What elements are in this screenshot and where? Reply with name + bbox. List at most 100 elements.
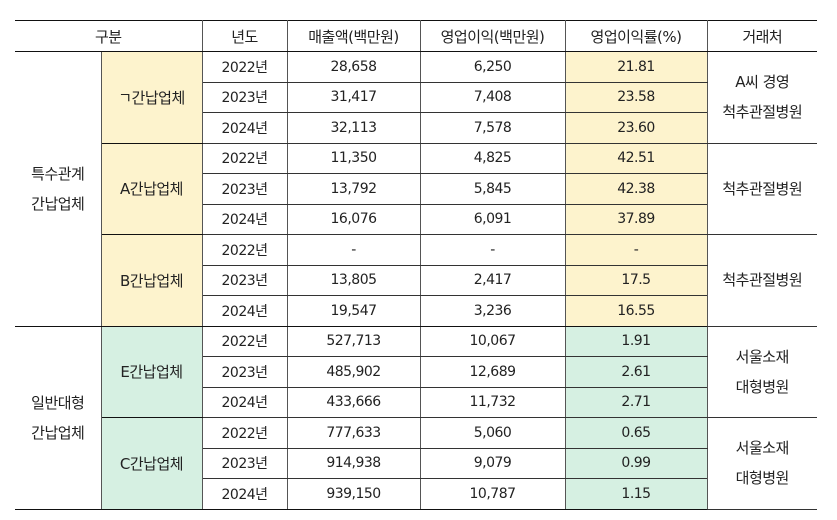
sales-cell: 485,902 xyxy=(286,356,421,388)
year-cell: 2024년 xyxy=(201,386,288,418)
sales-cell: 28,658 xyxy=(286,51,421,83)
table-row: 2024년 939,150 10,787 1.15 xyxy=(15,478,817,510)
sales-cell: 16,076 xyxy=(286,203,421,235)
header-category: 구분 xyxy=(15,20,203,52)
profit-cell: 5,060 xyxy=(419,417,566,449)
client-line: 척추관절병원 xyxy=(722,103,803,122)
margin-cell: 0.65 xyxy=(564,417,708,449)
profit-cell: 5,845 xyxy=(419,173,566,205)
table-row: 특수관계 간납업체 ㄱ간납업체 2022년 28,658 6,250 21.81 A씨 경영 척… xyxy=(15,51,818,327)
year-cell: 2022년 xyxy=(201,51,288,83)
client-line: 서울소재 xyxy=(735,347,790,366)
client-line: 대형병원 xyxy=(735,469,790,488)
sales-cell: 31,417 xyxy=(286,81,421,113)
group-label-line: 간납업체 xyxy=(31,423,85,442)
company-name: B간납업체 xyxy=(100,234,203,327)
margin-cell: 21.81 xyxy=(564,51,708,83)
header-row: 구분 년도 매출액(백만원) 영업이익(백만원) 영업이익률(%) 거래처 xyxy=(15,20,818,52)
table-row: 2023년 485,902 12,689 2.61 xyxy=(15,356,817,388)
header-margin: 영업이익률(%) xyxy=(564,20,708,52)
profit-cell: 12,689 xyxy=(419,356,566,388)
margin-cell: 42.51 xyxy=(564,142,708,174)
profit-cell: 7,578 xyxy=(419,112,566,144)
table-row: A간납업체 2022년 11,350 4,825 42.51 척추관절병원 xyxy=(15,142,818,235)
profit-cell: 10,067 xyxy=(419,325,566,357)
profit-cell: 9,079 xyxy=(419,447,566,479)
client-line: 척추관절병원 xyxy=(722,271,803,290)
profit-cell: 2,417 xyxy=(419,264,566,296)
margin-cell: 2.71 xyxy=(564,386,708,418)
margin-cell: 2.61 xyxy=(564,356,708,388)
margin-cell: 37.89 xyxy=(564,203,708,235)
year-cell: 2023년 xyxy=(201,447,288,479)
table-row: 2023년 13,792 5,845 42.38 xyxy=(15,173,817,205)
client-cell: 척추관절병원 xyxy=(706,142,818,235)
profit-cell: 10,787 xyxy=(419,478,566,510)
sales-cell: - xyxy=(286,234,421,266)
profit-cell: - xyxy=(419,234,566,266)
table-row: B간납업체 2022년 - - - 척추관절병원 xyxy=(15,234,818,327)
year-cell: 2023년 xyxy=(201,356,288,388)
table-row: 2023년 31,417 7,408 23.58 xyxy=(15,81,817,113)
group-label-line: 일반대형 xyxy=(31,393,85,412)
table-row: 2023년 13,805 2,417 17.5 xyxy=(15,264,817,296)
margin-cell: 17.5 xyxy=(564,264,708,296)
margin-cell: 42.38 xyxy=(564,173,708,205)
client-line: A씨 경영 xyxy=(735,73,790,92)
profit-cell: 6,091 xyxy=(419,203,566,235)
sales-cell: 914,938 xyxy=(286,447,421,479)
year-cell: 2024년 xyxy=(201,203,288,235)
year-cell: 2023년 xyxy=(201,173,288,205)
client-cell: 척추관절병원 xyxy=(706,234,818,327)
year-cell: 2024년 xyxy=(201,478,288,510)
margin-cell: 0.99 xyxy=(564,447,708,479)
year-cell: 2023년 xyxy=(201,264,288,296)
table-row: 일반대형 간납업체 E간납업체 2022년 527,713 10,067 1.91 서울소재 대… xyxy=(15,325,818,510)
group-label-line: 간납업체 xyxy=(31,194,85,213)
profit-cell: 7,408 xyxy=(419,81,566,113)
company-name: E간납업체 xyxy=(100,325,203,418)
year-cell: 2022년 xyxy=(201,142,288,174)
margin-cell: 23.58 xyxy=(564,81,708,113)
header-client: 거래처 xyxy=(706,20,818,52)
sales-cell: 939,150 xyxy=(286,478,421,510)
margin-cell: 16.55 xyxy=(564,295,708,327)
margin-cell: 1.15 xyxy=(564,478,708,510)
margin-cell: - xyxy=(564,234,708,266)
sales-cell: 13,805 xyxy=(286,264,421,296)
sales-cell: 13,792 xyxy=(286,173,421,205)
year-cell: 2022년 xyxy=(201,325,288,357)
sales-cell: 433,666 xyxy=(286,386,421,418)
table-row: 2024년 16,076 6,091 37.89 xyxy=(15,203,817,235)
group-label-line: 특수관계 xyxy=(31,164,85,183)
company-name: A간납업체 xyxy=(100,142,203,235)
table-row: 2024년 433,666 11,732 2.71 xyxy=(15,386,817,418)
sales-cell: 19,547 xyxy=(286,295,421,327)
company-name: C간납업체 xyxy=(100,417,203,510)
profit-cell: 6,250 xyxy=(419,51,566,83)
sales-cell: 527,713 xyxy=(286,325,421,357)
sales-cell: 32,113 xyxy=(286,112,421,144)
year-cell: 2024년 xyxy=(201,295,288,327)
year-cell: 2022년 xyxy=(201,417,288,449)
company-name: ㄱ간납업체 xyxy=(100,51,203,144)
profit-cell: 3,236 xyxy=(419,295,566,327)
header-sales: 매출액(백만원) xyxy=(286,20,421,52)
sales-cell: 777,633 xyxy=(286,417,421,449)
client-line: 대형병원 xyxy=(735,377,790,396)
client-line: 서울소재 xyxy=(735,439,790,458)
year-cell: 2023년 xyxy=(201,81,288,113)
header-profit: 영업이익(백만원) xyxy=(419,20,566,52)
table-row: C간납업체 2022년 777,633 5,060 0.65 서울소재 대형병원 xyxy=(15,417,818,510)
sales-cell: 11,350 xyxy=(286,142,421,174)
header-year: 년도 xyxy=(201,20,288,52)
profit-cell: 4,825 xyxy=(419,142,566,174)
financial-table: 구분 년도 매출액(백만원) 영업이익(백만원) 영업이익률(%) 거래처 특수… xyxy=(15,20,818,510)
table-row: 2024년 32,113 7,578 23.60 xyxy=(15,112,817,144)
client-line: 척추관절병원 xyxy=(722,179,803,198)
profit-cell: 11,732 xyxy=(419,386,566,418)
